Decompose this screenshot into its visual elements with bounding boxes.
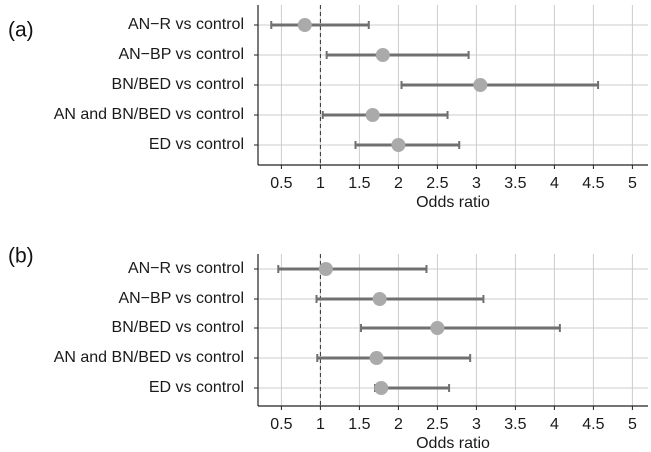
point-estimate [430, 321, 445, 335]
point-estimate [318, 262, 333, 276]
x-tick-label: 5 [628, 175, 637, 192]
point-estimate [374, 381, 389, 395]
panel-letter: (b) [8, 245, 34, 268]
point-estimate [372, 292, 387, 306]
x-tick-label: 0.5 [270, 175, 292, 192]
category-label: BN/BED vs control [112, 319, 244, 336]
x-tick-label: 2.5 [426, 416, 448, 433]
point-estimate [391, 138, 406, 152]
category-label: ED vs control [149, 379, 244, 396]
x-tick-label: 3 [472, 416, 481, 433]
x-tick-label: 2.5 [426, 175, 448, 192]
category-label: AN and BN/BED vs control [54, 106, 244, 123]
x-tick-label: 1.5 [348, 416, 370, 433]
x-tick-label: 4.5 [582, 175, 604, 192]
x-tick-label: 0.5 [270, 416, 292, 433]
x-tick-label: 2 [394, 416, 403, 433]
x-tick-label: 1.5 [348, 175, 370, 192]
x-tick-label: 2 [394, 175, 403, 192]
category-label: BN/BED vs control [112, 76, 244, 93]
category-label: AN−BP vs control [118, 290, 244, 307]
category-label: ED vs control [149, 136, 244, 153]
point-estimate [375, 48, 390, 62]
panel-b: (b) AN−R vs control AN−BP vs control BN/BED… [8, 245, 648, 452]
x-axis-title: Odds ratio [416, 194, 490, 211]
panel-a: (a) AN−R vs control AN−BP vs control BN/BED… [8, 5, 648, 211]
point-estimate [365, 108, 380, 122]
x-tick-label: 3 [472, 175, 481, 192]
panel-letter: (a) [8, 19, 34, 42]
point-estimate [369, 351, 384, 365]
point-estimate [297, 18, 312, 32]
x-tick-label: 3.5 [504, 175, 526, 192]
x-tick-label: 4.5 [582, 416, 604, 433]
x-tick-label: 1 [316, 175, 325, 192]
category-label: AN and BN/BED vs control [54, 349, 244, 366]
x-tick-label: 4 [550, 416, 559, 433]
x-tick-label: 3.5 [504, 416, 526, 433]
point-estimate [473, 78, 488, 92]
x-tick-label: 4 [550, 175, 559, 192]
x-axis-title: Odds ratio [416, 435, 490, 452]
category-label: AN−R vs control [128, 260, 244, 277]
x-tick-label: 1 [316, 416, 325, 433]
category-label: AN−BP vs control [118, 46, 244, 63]
category-label: AN−R vs control [128, 16, 244, 33]
x-tick-label: 5 [628, 416, 637, 433]
